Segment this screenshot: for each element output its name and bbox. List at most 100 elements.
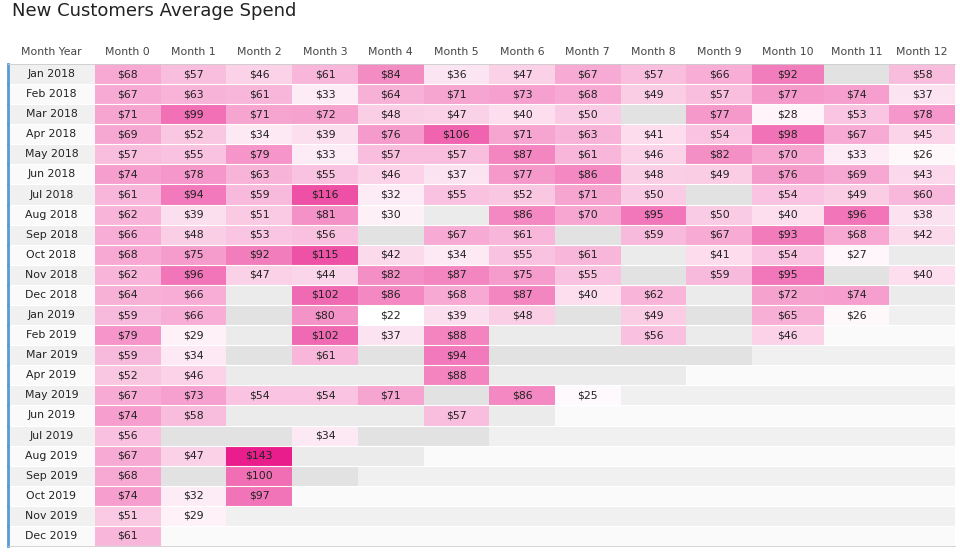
- Bar: [752, 466, 824, 486]
- Text: Oct 2019: Oct 2019: [27, 491, 77, 501]
- Bar: [555, 64, 621, 84]
- Text: $53: $53: [846, 109, 867, 119]
- Text: $37: $37: [912, 89, 932, 99]
- Text: $46: $46: [778, 330, 798, 340]
- Bar: [160, 486, 227, 506]
- Text: $57: $57: [380, 150, 401, 160]
- Bar: [95, 145, 160, 165]
- Text: $46: $46: [643, 150, 663, 160]
- Bar: [160, 124, 227, 145]
- Text: $49: $49: [708, 170, 730, 180]
- Bar: [752, 486, 824, 506]
- Text: $95: $95: [643, 210, 663, 220]
- Text: $61: $61: [315, 350, 335, 360]
- Text: Jun 2019: Jun 2019: [28, 410, 76, 420]
- Text: $81: $81: [315, 210, 335, 220]
- Bar: [160, 285, 227, 305]
- Bar: [292, 64, 358, 84]
- Text: $86: $86: [380, 290, 401, 300]
- Bar: [686, 405, 752, 425]
- Text: $71: $71: [380, 390, 401, 400]
- Text: Month 6: Month 6: [500, 47, 544, 57]
- Text: $64: $64: [380, 89, 401, 99]
- Text: $52: $52: [512, 190, 533, 200]
- Bar: [95, 245, 160, 265]
- Bar: [292, 165, 358, 185]
- Bar: [8, 445, 95, 466]
- Text: $52: $52: [117, 370, 138, 380]
- Bar: [358, 466, 423, 486]
- Bar: [423, 245, 490, 265]
- Text: $74: $74: [117, 410, 138, 420]
- Bar: [824, 185, 889, 205]
- Text: $77: $77: [512, 170, 533, 180]
- Bar: [824, 225, 889, 245]
- Text: Apr 2019: Apr 2019: [27, 370, 77, 380]
- Bar: [423, 124, 490, 145]
- Text: $61: $61: [117, 190, 138, 200]
- Bar: [889, 305, 955, 325]
- Text: $79: $79: [249, 150, 270, 160]
- Text: Aug 2019: Aug 2019: [25, 450, 78, 460]
- Bar: [227, 124, 292, 145]
- Text: $86: $86: [512, 390, 533, 400]
- Text: Mar 2018: Mar 2018: [26, 109, 78, 119]
- Bar: [621, 64, 686, 84]
- Bar: [292, 325, 358, 345]
- Bar: [423, 425, 490, 445]
- Bar: [423, 64, 490, 84]
- Text: $100: $100: [246, 471, 273, 481]
- Text: Month 7: Month 7: [565, 47, 611, 57]
- Bar: [227, 84, 292, 104]
- Text: $116: $116: [311, 190, 339, 200]
- Text: $96: $96: [183, 270, 204, 280]
- Bar: [555, 225, 621, 245]
- Bar: [686, 84, 752, 104]
- Text: $47: $47: [512, 69, 533, 79]
- Bar: [227, 425, 292, 445]
- Bar: [490, 225, 555, 245]
- Text: $57: $57: [708, 89, 730, 99]
- Bar: [555, 385, 621, 405]
- Bar: [490, 405, 555, 425]
- Bar: [555, 486, 621, 506]
- Bar: [423, 506, 490, 526]
- Text: $87: $87: [512, 150, 533, 160]
- Bar: [358, 104, 423, 124]
- Text: $64: $64: [117, 290, 138, 300]
- Text: $45: $45: [912, 130, 932, 140]
- Bar: [160, 145, 227, 165]
- Bar: [292, 225, 358, 245]
- Bar: [358, 305, 423, 325]
- Text: $56: $56: [117, 430, 138, 440]
- Bar: [889, 165, 955, 185]
- Bar: [621, 205, 686, 225]
- Bar: [752, 205, 824, 225]
- Bar: [227, 285, 292, 305]
- Bar: [555, 265, 621, 285]
- Bar: [490, 486, 555, 506]
- Text: $55: $55: [446, 190, 467, 200]
- Bar: [227, 165, 292, 185]
- Text: $46: $46: [249, 69, 270, 79]
- Bar: [160, 425, 227, 445]
- Bar: [358, 185, 423, 205]
- Bar: [95, 385, 160, 405]
- Bar: [490, 506, 555, 526]
- Bar: [160, 265, 227, 285]
- Bar: [358, 425, 423, 445]
- Text: $47: $47: [249, 270, 270, 280]
- Text: $40: $40: [912, 270, 932, 280]
- Text: $39: $39: [315, 130, 335, 140]
- Bar: [8, 425, 95, 445]
- Text: $34: $34: [249, 130, 270, 140]
- Text: $34: $34: [315, 430, 335, 440]
- Bar: [752, 425, 824, 445]
- Bar: [490, 205, 555, 225]
- Bar: [686, 365, 752, 385]
- Text: $70: $70: [778, 150, 798, 160]
- Bar: [95, 325, 160, 345]
- Text: $62: $62: [117, 210, 138, 220]
- Bar: [227, 405, 292, 425]
- Bar: [423, 325, 490, 345]
